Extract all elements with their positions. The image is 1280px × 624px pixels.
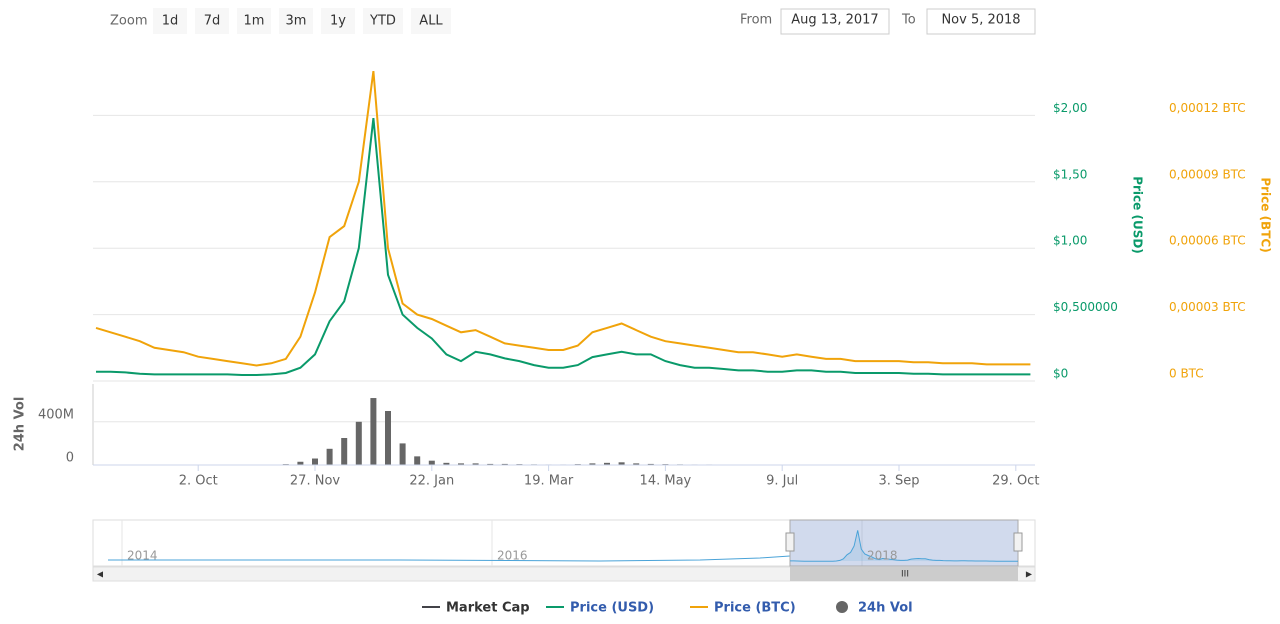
volume-bar — [618, 462, 625, 465]
x-tick-label: 2. Oct — [179, 474, 218, 489]
volume-bar — [604, 462, 610, 465]
zoom-button[interactable] — [237, 8, 271, 34]
vol-tick-label: 400M — [38, 407, 74, 422]
vol-tick-label: 0 — [66, 451, 74, 466]
x-tick-label: 9. Jul — [766, 474, 798, 489]
nav-handle[interactable] — [785, 532, 795, 552]
nav-line — [790, 530, 1018, 562]
x-tick-label: 3. Sep — [878, 474, 919, 489]
y2-tick-label: 0,00012 BTC — [1169, 101, 1246, 115]
zoom-button[interactable] — [321, 8, 355, 34]
volume-bar — [414, 456, 421, 465]
volume-bar — [341, 438, 348, 465]
zoom-button-label[interactable]: ALL — [419, 14, 443, 29]
from-value[interactable]: Aug 13, 2017 — [791, 13, 878, 28]
y-tick-label: $2,00 — [1053, 101, 1087, 115]
zoom-button-label[interactable]: 3m — [286, 14, 307, 29]
x-tick-label: 29. Oct — [992, 474, 1039, 489]
zoom-label: Zoom — [110, 14, 147, 29]
volume-bar — [633, 463, 640, 465]
x-tick-label: 19. Mar — [524, 474, 574, 489]
volume-bar — [487, 463, 494, 465]
y-tick-label: $0 — [1053, 367, 1068, 381]
navigator — [92, 519, 1036, 567]
y-tick-label: $1,50 — [1053, 167, 1087, 181]
legend-label[interactable]: Market Cap — [446, 601, 530, 616]
volume-bar — [428, 460, 435, 465]
zoom-button[interactable] — [195, 8, 229, 34]
zoom-button[interactable] — [363, 8, 403, 34]
volume-bar — [326, 448, 333, 465]
nav-line-history — [108, 555, 791, 562]
to-input[interactable] — [926, 8, 1036, 35]
y-tick-label: $0,500000 — [1053, 300, 1118, 314]
volume-bar — [399, 443, 406, 465]
y2-tick-label: 0,00009 BTC — [1169, 167, 1246, 181]
from-input[interactable] — [780, 8, 890, 35]
line-series — [95, 70, 1031, 367]
zoom-button[interactable] — [279, 8, 313, 34]
legend-label[interactable]: Price (USD) — [570, 601, 654, 616]
zoom-button-label[interactable]: 1m — [244, 14, 265, 29]
legend-label[interactable]: 24h Vol — [858, 601, 913, 616]
scrollbar-grip: III — [901, 570, 909, 580]
nav-label: 2016 — [497, 549, 528, 563]
x-tick-label: 22. Jan — [409, 474, 454, 489]
zoom-button[interactable] — [153, 8, 187, 34]
zoom-button-label[interactable]: YTD — [369, 14, 396, 29]
volume-bar — [297, 461, 304, 465]
legend-symbol — [836, 601, 848, 613]
y2-axis-title: Price (BTC) — [1259, 177, 1273, 252]
scrollbar-thumb[interactable] — [790, 567, 1018, 581]
volume-bar — [589, 463, 596, 465]
x-tick-label: 14. May — [640, 474, 692, 489]
volume-bar — [443, 462, 450, 465]
line-series — [96, 117, 1031, 376]
y2-tick-label: 0 BTC — [1169, 367, 1204, 381]
volume-bar — [647, 463, 654, 465]
scroll-right[interactable]: ▶ — [1026, 570, 1033, 579]
y2-tick-label: 0,00006 BTC — [1169, 234, 1246, 248]
scroll-left[interactable]: ◀ — [97, 570, 104, 579]
zoom-button-label[interactable]: 1d — [162, 14, 179, 29]
volume-bar — [385, 411, 391, 465]
vol-axis-title: 24h Vol — [13, 397, 28, 452]
zoom-button[interactable] — [411, 8, 451, 34]
volume-bar — [472, 463, 479, 465]
zoom-button-label[interactable]: 7d — [204, 14, 221, 29]
volume-bar — [501, 463, 508, 465]
to-value[interactable]: Nov 5, 2018 — [941, 13, 1020, 28]
volume-bar — [370, 398, 377, 465]
x-tick-label: 27. Nov — [290, 474, 340, 489]
y-tick-label: $1,00 — [1053, 234, 1087, 248]
zoom-button-label[interactable]: 1y — [330, 14, 346, 29]
from-label: From — [740, 13, 772, 28]
volume-bar — [458, 463, 464, 465]
nav-window[interactable] — [789, 519, 1019, 567]
nav-label: 2014 — [127, 549, 158, 563]
volume-bar — [312, 458, 318, 465]
y-axis-title: Price (USD) — [1131, 176, 1145, 254]
y2-tick-label: 0,00003 BTC — [1169, 300, 1246, 314]
volume-bar — [355, 421, 362, 465]
to-label: To — [901, 13, 916, 28]
legend-label[interactable]: Price (BTC) — [714, 601, 796, 616]
nav-label: 2018 — [867, 549, 898, 563]
nav-handle[interactable] — [1013, 532, 1023, 552]
